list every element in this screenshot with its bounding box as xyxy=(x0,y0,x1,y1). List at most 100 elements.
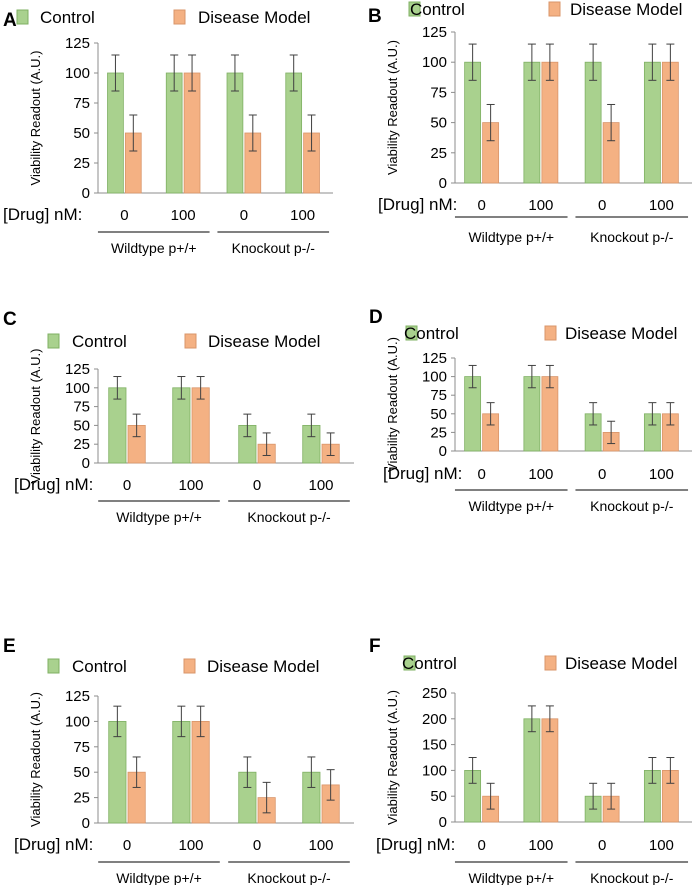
y-tick-label: 50 xyxy=(73,417,90,434)
group-label: Knockout p-/- xyxy=(590,229,674,245)
legend: Control Disease Model xyxy=(48,332,320,351)
x-tick-label: 0 xyxy=(253,837,261,854)
y-tick-label: 0 xyxy=(439,175,447,192)
panel-letter: E xyxy=(3,636,16,657)
x-tick-label: 0 xyxy=(240,207,248,224)
group-label: Knockout p-/- xyxy=(590,870,674,885)
panel-e: E Control Disease Model Viability Readout (… xyxy=(3,636,354,885)
x-tick-label: 100 xyxy=(178,477,203,494)
panel-letter: B xyxy=(368,6,382,27)
legend-swatch-disease xyxy=(174,10,185,24)
x-tick-label: 100 xyxy=(308,477,333,494)
legend-label-control: Control xyxy=(72,657,127,676)
legend-label-disease: Disease Model xyxy=(207,657,319,676)
legend-label-disease: Disease Model xyxy=(565,324,677,343)
legend: Control Disease Model xyxy=(17,8,310,27)
y-tick-label: 200 xyxy=(422,711,447,728)
y-tick-label: 0 xyxy=(82,455,90,472)
y-tick-label: 25 xyxy=(73,790,90,807)
drug-label: [Drug] nM: xyxy=(3,205,82,224)
group-label: Knockout p-/- xyxy=(247,870,331,885)
y-tick-label: 0 xyxy=(439,443,447,460)
y-axis-label: Viability Readout (A.U.) xyxy=(385,337,400,472)
y-axis-label: Viability Readout (A.U.) xyxy=(28,349,43,484)
panel-letter: D xyxy=(369,307,383,328)
legend: Control Disease Model xyxy=(409,0,682,19)
legend: Control Disease Model xyxy=(402,654,677,673)
panel-d: D Control Disease Model Viability Readout (… xyxy=(369,307,692,514)
y-tick-label: 125 xyxy=(65,361,90,378)
legend-swatch-control xyxy=(48,334,59,348)
legend-label-control: Control xyxy=(40,8,95,27)
group-label: Wildtype p+/+ xyxy=(111,240,197,256)
x-tick-label: 0 xyxy=(598,837,606,854)
y-axis-label: Viability Readout (A.U.) xyxy=(28,692,43,827)
x-tick-label: 0 xyxy=(477,466,485,483)
y-tick-label: 0 xyxy=(82,815,90,832)
y-axis-label: Viability Readout (A.U.) xyxy=(385,690,400,825)
legend: Control Disease Model xyxy=(48,657,319,676)
legend-swatch-disease xyxy=(545,656,556,670)
bar-disease xyxy=(542,719,558,822)
bar-control xyxy=(524,719,540,822)
panel-c: C Control Disease Model Viability Readout (… xyxy=(3,309,354,525)
x-tick-label: 0 xyxy=(598,197,606,214)
panel-a: A Control Disease Model Viability Readout (… xyxy=(3,8,333,256)
x-tick-label: 0 xyxy=(120,207,128,224)
y-tick-label: 100 xyxy=(65,380,90,397)
group-label: Knockout p-/- xyxy=(590,498,674,514)
drug-label: [Drug] nM: xyxy=(14,475,93,494)
y-tick-label: 100 xyxy=(422,54,447,71)
y-tick-label: 75 xyxy=(73,399,90,416)
x-tick-label: 0 xyxy=(598,466,606,483)
panel-letter: A xyxy=(3,10,17,31)
y-axis-label: Viability Readout (A.U.) xyxy=(385,40,400,175)
x-tick-label: 100 xyxy=(528,837,553,854)
x-tick-label: 100 xyxy=(171,207,196,224)
panel-b: B Control Disease Model Viability Readout (… xyxy=(368,0,692,245)
y-tick-label: 50 xyxy=(73,764,90,781)
y-tick-label: 100 xyxy=(65,65,90,82)
x-tick-label: 100 xyxy=(649,466,674,483)
x-tick-label: 100 xyxy=(528,466,553,483)
y-tick-label: 50 xyxy=(73,125,90,142)
legend-label-control: Control xyxy=(410,0,465,19)
panel-letter: C xyxy=(3,309,17,330)
y-tick-label: 0 xyxy=(439,814,447,831)
group-label: Wildtype p+/+ xyxy=(116,870,202,885)
y-tick-label: 0 xyxy=(82,185,90,202)
group-label: Wildtype p+/+ xyxy=(468,870,554,885)
y-tick-label: 50 xyxy=(430,406,447,423)
y-axis-label: Viability Readout (A.U.) xyxy=(28,51,43,186)
y-tick-label: 75 xyxy=(73,95,90,112)
x-tick-label: 100 xyxy=(178,837,203,854)
y-tick-label: 100 xyxy=(65,713,90,730)
legend: Control Disease Model xyxy=(404,324,677,343)
legend-label-disease: Disease Model xyxy=(565,654,677,673)
legend-swatch-disease xyxy=(549,2,560,16)
y-tick-label: 25 xyxy=(430,145,447,162)
panel-letter: F xyxy=(369,636,381,657)
y-tick-label: 50 xyxy=(430,788,447,805)
y-tick-label: 25 xyxy=(73,436,90,453)
group-label: Wildtype p+/+ xyxy=(468,498,554,514)
group-label: Knockout p-/- xyxy=(247,509,331,525)
legend-swatch-disease xyxy=(185,334,196,348)
x-tick-label: 0 xyxy=(253,477,261,494)
y-tick-label: 100 xyxy=(422,369,447,386)
x-tick-label: 100 xyxy=(308,837,333,854)
x-tick-label: 0 xyxy=(477,837,485,854)
x-tick-label: 100 xyxy=(649,197,674,214)
y-tick-label: 125 xyxy=(422,24,447,41)
y-tick-label: 75 xyxy=(73,739,90,756)
legend-label-disease: Disease Model xyxy=(570,0,682,19)
legend-swatch-control xyxy=(48,659,59,673)
legend-swatch-disease xyxy=(184,659,195,673)
drug-label: [Drug] nM: xyxy=(383,464,462,483)
legend-swatch-control xyxy=(17,10,28,24)
group-label: Wildtype p+/+ xyxy=(116,509,202,525)
y-tick-label: 75 xyxy=(430,387,447,404)
legend-label-control: Control xyxy=(404,324,459,343)
group-label: Wildtype p+/+ xyxy=(468,229,554,245)
y-tick-label: 125 xyxy=(65,35,90,52)
